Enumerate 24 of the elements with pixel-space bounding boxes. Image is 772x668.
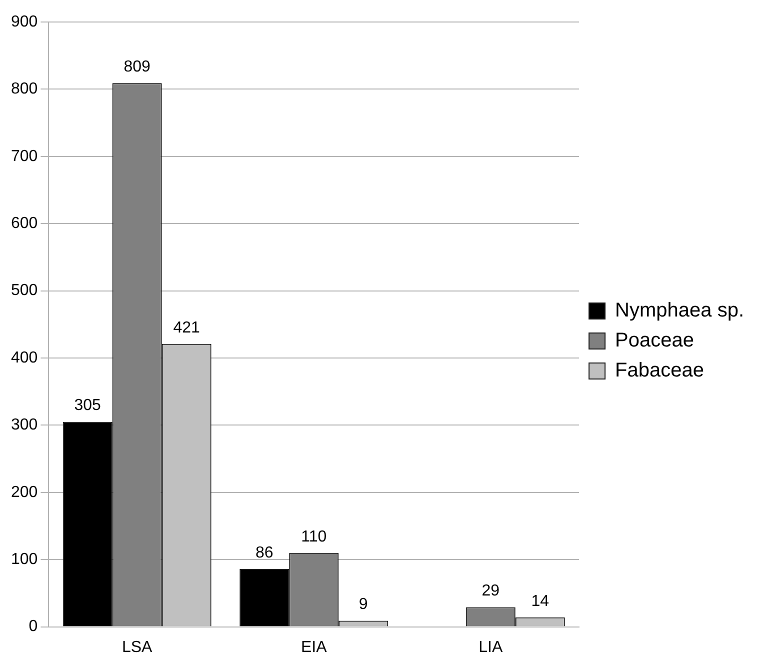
- data-label: 14: [531, 592, 550, 610]
- y-tick-label: 0: [28, 618, 38, 636]
- y-tick-label: 500: [10, 282, 38, 300]
- y-tick-label: 100: [10, 551, 38, 568]
- y-tick-label: 300: [10, 416, 38, 434]
- x-tick-label: EIA: [300, 638, 328, 656]
- x-tick-label: LSA: [122, 638, 153, 656]
- legend-label: Poaceae: [615, 330, 694, 352]
- data-label: 9: [358, 596, 368, 614]
- y-tick-label: 800: [10, 80, 38, 98]
- x-tick-label: LIA: [478, 638, 503, 656]
- legend-label: Nymphaea sp.: [615, 300, 744, 322]
- y-tick-label: 400: [10, 349, 38, 366]
- y-tick-label: 600: [10, 215, 38, 232]
- legend-label: Fabaceae: [615, 360, 704, 382]
- data-label: 809: [124, 58, 151, 76]
- y-tick-label: 700: [10, 148, 38, 165]
- data-label: 305: [74, 397, 102, 414]
- data-label: 110: [301, 528, 327, 546]
- data-label: 29: [482, 582, 500, 600]
- y-tick-label: 200: [10, 484, 38, 501]
- y-tick-label: 900: [10, 13, 38, 30]
- data-label: 86: [255, 544, 274, 562]
- data-label: 421: [173, 319, 200, 336]
